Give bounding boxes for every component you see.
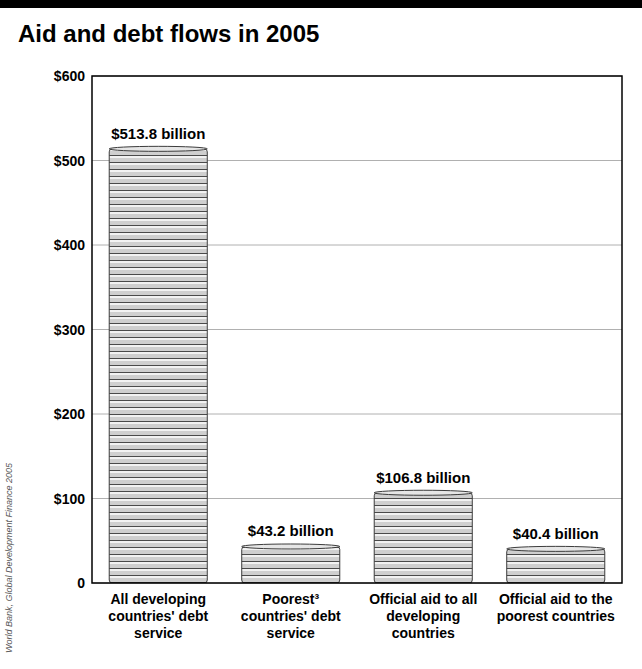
label-line: countries' debt xyxy=(241,608,341,624)
label-line: poorest countries xyxy=(497,608,615,624)
data-label: $40.4 billion xyxy=(513,525,599,542)
label-line: All developing xyxy=(110,591,206,607)
label-line: developing xyxy=(386,608,460,624)
y-tick-label: $200 xyxy=(54,406,85,422)
label-line: Poorest³ xyxy=(262,591,319,607)
y-tick-label: $600 xyxy=(54,68,85,84)
x-tick-label: All developingcountries' debtservice xyxy=(108,591,208,641)
top-band xyxy=(0,0,642,8)
coin-stack xyxy=(374,493,472,583)
bars xyxy=(109,146,605,583)
coin-stack xyxy=(507,549,605,583)
label-line: service xyxy=(134,625,182,641)
y-tick-label: $100 xyxy=(54,491,85,507)
coin-top xyxy=(109,146,207,151)
x-tick-label: Official aid to alldevelopingcountries xyxy=(369,591,477,641)
x-tick-label: Official aid to thepoorest countries xyxy=(497,591,615,624)
data-label: $106.8 billion xyxy=(376,469,470,486)
coin-top xyxy=(374,490,472,495)
y-tick-label: $500 xyxy=(54,153,85,169)
x-tick-label: Poorest³countries' debtservice xyxy=(241,591,341,641)
data-label: $513.8 billion xyxy=(111,125,205,142)
source-note: World Bank, Global Development Finance 2… xyxy=(4,462,14,653)
coin-stack xyxy=(109,149,207,583)
data-label: $43.2 billion xyxy=(248,522,334,539)
label-line: countries xyxy=(392,625,455,641)
label-line: Official aid to all xyxy=(369,591,477,607)
title: Aid and debt flows in 2005 xyxy=(18,20,319,47)
label-line: service xyxy=(267,625,315,641)
y-tick-label: $300 xyxy=(54,322,85,338)
coin-top xyxy=(507,546,605,551)
coin-stack xyxy=(242,546,340,583)
y-tick-label: 0 xyxy=(77,575,85,591)
label-line: countries' debt xyxy=(108,608,208,624)
y-tick-label: $400 xyxy=(54,237,85,253)
chart-root: Aid and debt flows in 2005 0 $100 $200 $300 $… xyxy=(0,0,642,669)
plot-frame xyxy=(92,76,622,583)
label-line: Official aid to the xyxy=(499,591,613,607)
coin-top xyxy=(242,544,340,549)
